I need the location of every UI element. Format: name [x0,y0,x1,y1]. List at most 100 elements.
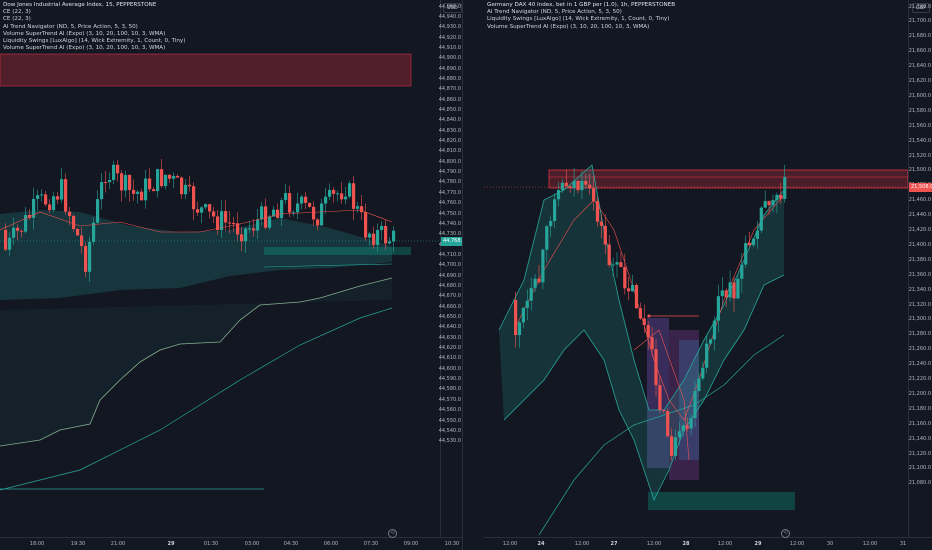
price-tick-label: 21,440.0 [908,212,931,219]
time-axis[interactable]: 12:00 24 12:00 27 12:00 28 12:00 29 12:00 30 12:00… [484,537,932,550]
candle [658,385,662,410]
candle [204,204,208,208]
legend-line[interactable]: Liquidity Swings [LuxAlgo] (14, Wick Ext… [487,16,670,23]
candle [224,211,228,223]
price-tick-label: 21,260.0 [908,346,931,353]
time-tick-label: 07:30 [363,541,379,547]
go-to-realtime-icon[interactable]: ⟲ [388,529,397,538]
candle [525,300,529,308]
price-tick-label: 21,520.0 [908,152,931,159]
dax-chart-pane[interactable]: Germany DAX 40 Index, bet in 1 GBP per (… [484,0,932,550]
dow-jones-price-plot[interactable] [0,0,440,538]
candle [292,212,296,214]
candle [638,308,642,319]
time-tick-label: 12:00 [646,541,662,547]
candle [634,285,639,309]
trend-line [263,263,393,268]
price-tick-label: 44,890.0 [438,65,461,72]
candle [336,193,340,195]
candle [4,230,8,250]
price-tick-label: 21,180.0 [908,405,931,412]
dax-price-plot[interactable] [484,0,908,538]
trend-cloud [0,210,392,300]
time-tick-label: 12:00 [717,541,733,547]
candle [88,241,92,272]
price-tick-label: 21,500.0 [908,167,931,174]
candle [599,221,603,226]
envelope-lower [503,274,785,502]
legend-line[interactable]: Volume SuperTrend AI (Expo) (3, 10, 20, … [3,30,166,37]
candle [60,179,64,200]
dow-jones-chart-pane[interactable]: Dow Jones Industrial Average Index, 15, … [0,0,465,550]
candle [705,343,709,368]
price-tick-label: 44,590.0 [438,376,461,383]
candle [744,242,748,265]
candle [12,227,16,238]
moving-average [0,209,393,233]
candle [220,211,224,231]
price-tick-label: 44,560.0 [438,407,461,414]
candle [650,337,654,350]
candle [144,178,148,201]
candle [300,196,304,204]
legend-line[interactable]: Volume SuperTrend AI (Expo) (3, 10, 20, … [487,23,650,30]
currency-badge[interactable]: USD [443,3,462,13]
legend-line[interactable]: AI Trend Navigator (ND, 5, Price Action,… [487,9,622,16]
price-tick-label: 21,680.0 [908,33,931,40]
time-tick-label: 12:00 [574,541,590,547]
candle [92,222,96,242]
time-tick-label: 04:30 [283,541,299,547]
price-tick-label: 44,800.0 [438,158,461,165]
candle [160,169,164,187]
legend-line[interactable]: Volume SuperTrend AI (Expo) (3, 10, 20, … [3,45,166,52]
price-tick-label: 21,720.0 [908,3,931,10]
time-tick-label: 29 [167,541,175,547]
currency-badge[interactable]: GBP [912,3,931,13]
ai-trend-line [0,307,393,491]
candle [296,203,300,213]
candle [16,227,20,231]
candle [662,409,666,411]
pane-divider[interactable] [462,0,485,550]
supertrend-fill [0,278,392,446]
price-tick-label: 21,080.0 [908,480,931,487]
marker-dot [647,314,651,318]
legend-line[interactable]: AI Trend Navigator (ND, 5, Price Action,… [3,23,138,30]
candle [689,418,693,429]
legend-line[interactable]: Liquidity Swings [LuxAlgo] (14, Wick Ext… [3,37,186,44]
candle [666,410,670,437]
legend-line[interactable]: CE (22, 3) [3,16,31,23]
candle [124,175,128,191]
price-tick-label: 44,610.0 [438,355,461,362]
price-tick-label: 21,700.0 [908,18,931,25]
go-to-realtime-icon[interactable]: ⟲ [781,529,790,538]
candle [673,437,678,456]
price-tick-label: 44,630.0 [438,334,461,341]
price-axis[interactable]: USD 44,950.0 44,940.0 44,930.0 44,920.0 44,9… [438,0,465,538]
candle [120,173,124,191]
legend-line[interactable]: Germany DAX 40 Index, bet in 1 GBP per (… [487,2,676,8]
price-tick-label: 44,790.0 [438,169,461,176]
candle [724,290,728,298]
price-tick-label: 44,670.0 [438,293,461,300]
price-tick-label: 44,880.0 [438,75,461,82]
time-axis[interactable]: 18:00 19:30 21:00 29 01:30 03:00 04:30 06:00 07:… [0,537,462,550]
candle [248,228,252,230]
candle [316,219,320,226]
candle [740,264,744,279]
candle [631,285,635,292]
time-tick-label: 19:30 [70,541,86,547]
candle [180,177,184,195]
time-tick-label: 18:00 [29,541,45,547]
candle [529,287,533,301]
legend-line[interactable]: CE (22, 3) [3,9,31,16]
price-tick-label: 21,360.0 [908,271,931,278]
candle [553,199,557,222]
legend-line[interactable]: Dow Jones Industrial Average Index, 15, … [3,2,157,8]
price-axis[interactable]: GBP 21,720.0 21,700.0 21,680.0 21,660.0 21,6… [908,0,932,538]
price-tick-label: 21,380.0 [908,256,931,263]
candle [48,204,52,211]
price-tick-label: 44,750.0 [438,210,461,217]
candle [376,230,380,245]
candle [340,193,344,200]
